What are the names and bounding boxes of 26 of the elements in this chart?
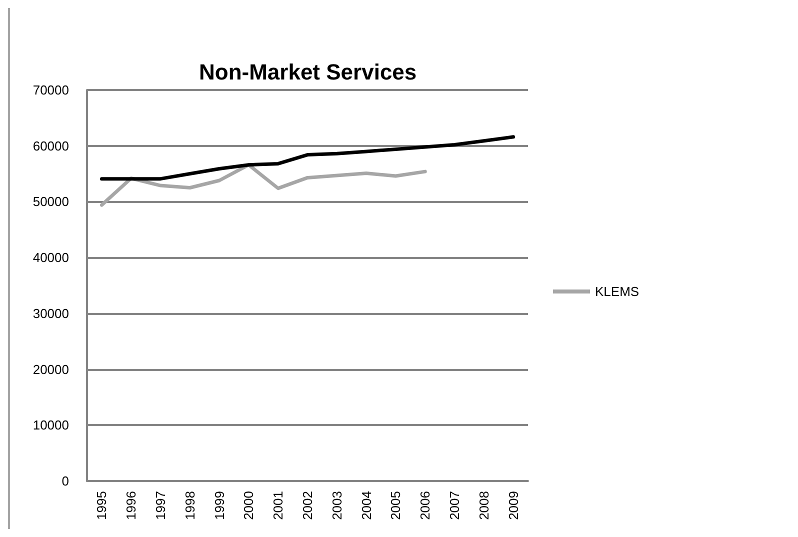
line-series xyxy=(100,135,516,181)
y-tick-label: 40000 xyxy=(32,250,69,266)
x-tick-label: 2000 xyxy=(241,491,256,520)
y-tick-label: 50000 xyxy=(32,194,69,210)
x-tick-label: 2002 xyxy=(300,491,315,520)
x-tick-label: 2007 xyxy=(447,491,462,520)
y-tick-label: 10000 xyxy=(32,418,69,433)
x-tick-label: 1998 xyxy=(182,491,198,520)
x-tick-label: 1999 xyxy=(212,491,227,520)
x-tick-label: 2009 xyxy=(506,491,521,520)
x-tick-label: 1997 xyxy=(153,491,168,520)
chart-title: Non-Market Services xyxy=(199,60,417,84)
x-tick-label: 1995 xyxy=(94,491,110,520)
y-tick-label: 30000 xyxy=(32,306,69,321)
x-tick-label: 2005 xyxy=(388,491,404,520)
y-tick-label: 60000 xyxy=(32,138,69,154)
x-tick-label: 2003 xyxy=(329,491,344,520)
y-tick-label: 0 xyxy=(62,474,69,488)
y-tick-label: 70000 xyxy=(32,82,69,98)
y-tick-label: 20000 xyxy=(32,362,69,377)
x-tick-label: 2001 xyxy=(270,491,286,520)
legend-label: KLEMS xyxy=(595,284,640,299)
x-tick-label: 2008 xyxy=(476,491,492,520)
x-tick-label: 2006 xyxy=(418,491,433,520)
x-tick-label: 2004 xyxy=(358,491,374,520)
x-tick-label: 1996 xyxy=(124,491,139,520)
